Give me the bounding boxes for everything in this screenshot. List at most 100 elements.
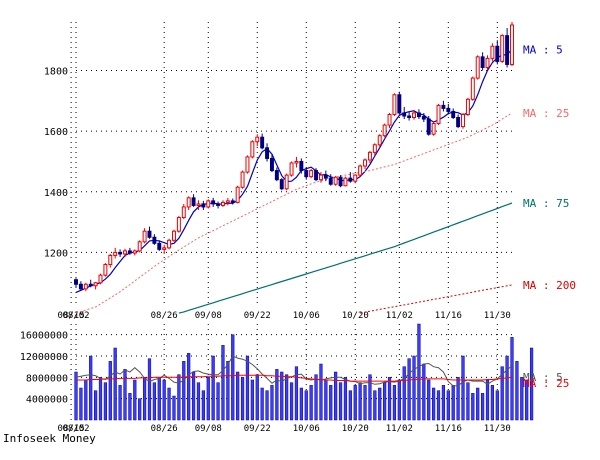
volume-bar bbox=[348, 390, 352, 421]
volume-bar bbox=[451, 385, 455, 421]
candle-body bbox=[78, 283, 83, 290]
volume-x-tick-label: 10/06 bbox=[293, 424, 320, 434]
volume-bar bbox=[329, 385, 333, 421]
volume-x-tick-label: 08/26 bbox=[151, 424, 178, 434]
candle-body bbox=[137, 241, 142, 252]
candle-body bbox=[230, 200, 235, 203]
volume-bar bbox=[500, 366, 504, 421]
volume-bar bbox=[118, 385, 122, 421]
volume-bar bbox=[280, 371, 284, 421]
volume-bar bbox=[245, 355, 250, 421]
volume-bar bbox=[436, 390, 441, 421]
volume-bar bbox=[363, 385, 367, 421]
volume-bar bbox=[98, 377, 103, 421]
volume-bar bbox=[113, 347, 117, 421]
volume-y-tick-label: 8000000 bbox=[26, 373, 68, 384]
candle-body bbox=[510, 24, 514, 65]
volume-bar bbox=[79, 387, 83, 421]
candle-body bbox=[490, 45, 495, 59]
candle-body bbox=[353, 174, 358, 182]
volume-bar bbox=[314, 374, 318, 421]
candle-body bbox=[196, 203, 201, 206]
candle-body bbox=[446, 107, 451, 112]
volume-bar bbox=[309, 385, 313, 421]
ma-legend-label: MA : 5 bbox=[523, 43, 563, 56]
volume-y-tick-label: 4000000 bbox=[26, 395, 68, 406]
candle-body bbox=[225, 200, 230, 203]
candle-body bbox=[250, 141, 255, 158]
volume-bar bbox=[123, 369, 127, 421]
volume-bar bbox=[471, 393, 475, 421]
volume-bar bbox=[89, 355, 93, 421]
volume-bar bbox=[187, 353, 191, 421]
volume-bar bbox=[397, 379, 401, 421]
volume-bar bbox=[456, 377, 460, 421]
candle-body bbox=[74, 279, 78, 285]
volume-bar bbox=[505, 355, 509, 421]
volume-bar bbox=[466, 382, 470, 421]
volume-bar bbox=[201, 390, 205, 421]
candle-body bbox=[206, 200, 211, 208]
candle-body bbox=[480, 56, 485, 68]
volume-bar bbox=[289, 382, 294, 421]
volume-bar bbox=[191, 371, 196, 421]
volume-bar bbox=[412, 355, 416, 421]
candle-body bbox=[274, 170, 279, 181]
candle-body bbox=[456, 117, 461, 128]
candle-body bbox=[402, 112, 407, 117]
candle-body bbox=[157, 242, 162, 250]
volume-bar bbox=[510, 337, 514, 421]
volume-bar bbox=[427, 379, 431, 421]
volume-bar bbox=[196, 382, 201, 421]
volume-bar bbox=[236, 371, 240, 421]
volume-bar bbox=[226, 361, 230, 421]
volume-bar bbox=[422, 363, 426, 421]
volume-bar bbox=[128, 393, 132, 421]
price-x-tick-label: 08/15 bbox=[58, 311, 85, 321]
source-label: Infoseek Money bbox=[3, 432, 96, 445]
volume-bar bbox=[358, 382, 362, 421]
candle-body bbox=[323, 174, 328, 179]
candle-body bbox=[98, 274, 103, 284]
volume-x-tick-label: 10/20 bbox=[342, 424, 369, 434]
candle-body bbox=[245, 156, 250, 173]
volume-bar bbox=[407, 358, 411, 421]
volume-bar bbox=[481, 393, 485, 421]
candle-body bbox=[372, 144, 377, 153]
volume-x-tick-label: 09/08 bbox=[195, 424, 222, 434]
volume-bar bbox=[147, 358, 152, 421]
volume-bar bbox=[270, 385, 274, 421]
ma-legend-label: MA : 200 bbox=[523, 279, 576, 292]
volume-bar bbox=[485, 379, 490, 421]
candle-body bbox=[314, 170, 319, 181]
ma-line bbox=[360, 284, 513, 314]
price-x-tick-label: 08/26 bbox=[151, 311, 178, 321]
volume-bar bbox=[319, 363, 323, 421]
volume-bar bbox=[285, 374, 289, 421]
volume-bar bbox=[373, 390, 377, 421]
volume-bar bbox=[299, 387, 303, 421]
candle-body bbox=[279, 179, 284, 190]
volume-bar bbox=[334, 371, 338, 421]
candle-body bbox=[201, 203, 206, 208]
candle-body bbox=[421, 116, 426, 120]
candle-body bbox=[343, 177, 348, 187]
candle-body bbox=[358, 165, 363, 176]
candle-body bbox=[260, 136, 265, 149]
candle-body bbox=[416, 112, 421, 118]
volume-bar bbox=[461, 355, 465, 421]
volume-bar bbox=[108, 361, 112, 421]
volume-bar bbox=[265, 390, 269, 421]
volume-bar bbox=[74, 371, 78, 421]
candle-body bbox=[127, 250, 132, 254]
candle-body bbox=[333, 176, 338, 185]
candle-body bbox=[142, 230, 147, 243]
volume-ma-line bbox=[76, 374, 513, 382]
candle-body bbox=[240, 171, 245, 188]
volume-bar bbox=[324, 379, 328, 421]
candle-body bbox=[397, 94, 402, 114]
volume-bar bbox=[446, 390, 450, 421]
price-x-tick-label: 11/30 bbox=[484, 311, 511, 321]
volume-bar bbox=[529, 347, 534, 421]
